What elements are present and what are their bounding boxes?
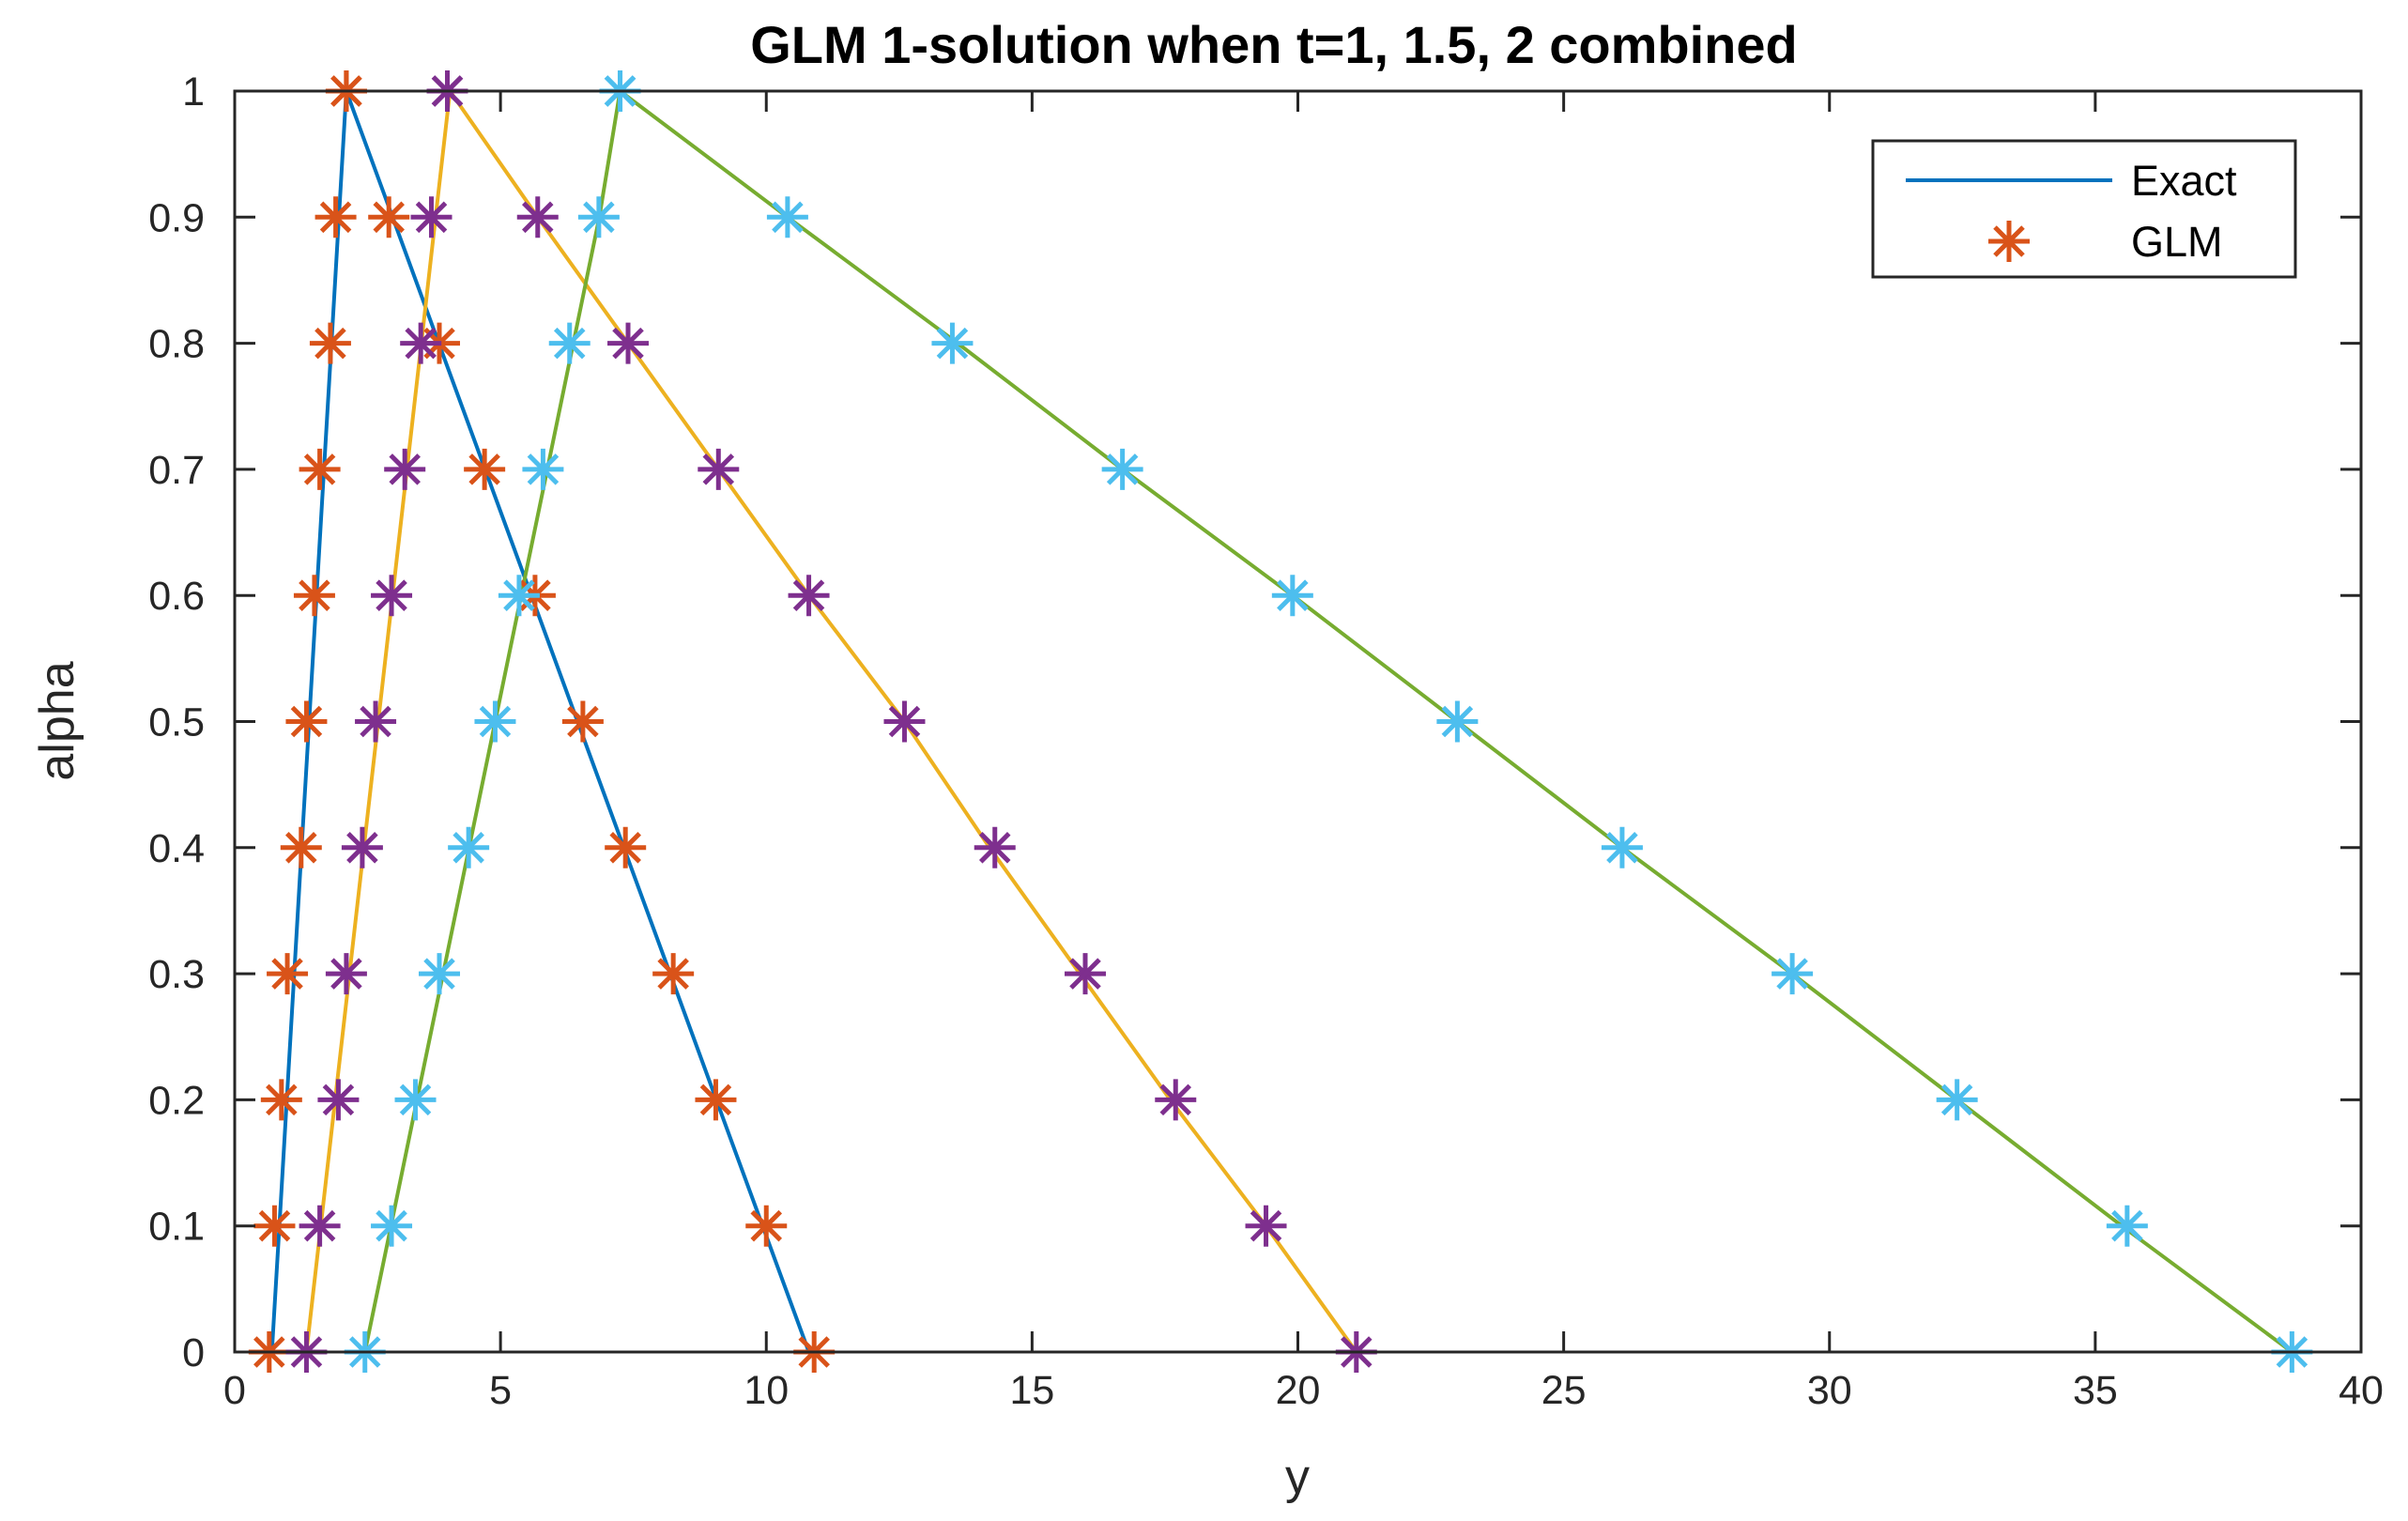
y-tick-label: 0.2	[148, 1078, 205, 1123]
x-tick-label: 35	[2073, 1368, 2118, 1413]
glm-point-right-t2	[2106, 1205, 2148, 1247]
glm-point-right-t1	[745, 1205, 788, 1247]
glm-point-right-t1.5	[1065, 953, 1106, 995]
legend: Exact GLM	[1871, 139, 2297, 279]
y-tick-label: 0	[182, 1330, 205, 1375]
legend-glm-marker	[1988, 221, 2030, 262]
glm-point-right-t1.5	[974, 826, 1016, 868]
glm-point-left-t2	[548, 322, 590, 364]
glm-point-left-t1	[299, 448, 341, 490]
glm-point-right-t1.5	[788, 575, 830, 617]
x-tick-label: 30	[1807, 1368, 1852, 1413]
exact-line-t2	[362, 89, 2293, 1354]
glm-point-right-t2	[1436, 700, 1479, 743]
glm-point-right-t1	[605, 826, 647, 868]
glm-point-right-t2	[1271, 575, 1313, 617]
y-tick-label: 0.4	[148, 826, 205, 871]
glm-point-left-t1.5	[384, 448, 426, 490]
glm-point-left-t2	[448, 826, 490, 868]
x-axis-label: y	[1285, 1450, 1310, 1504]
glm-point-left-t1	[260, 1079, 302, 1121]
plot-area	[248, 70, 2313, 1373]
glm-point-left-t1	[285, 700, 328, 743]
glm-point-right-t1	[695, 1079, 737, 1121]
y-tick-label: 1	[182, 69, 205, 115]
glm-point-left-t2	[577, 196, 620, 238]
glm-point-right-t1.5	[516, 196, 559, 238]
y-tick-label: 0.7	[148, 448, 205, 493]
glm-point-left-t1.5	[400, 322, 442, 364]
legend-glm-star	[1988, 221, 2030, 262]
glm-point-right-t1	[464, 448, 506, 490]
axes: 0 5 10 15 20 25 30 35 40 0 0.1 0.2 0.3 0.4 0.5 0.6 0.7 0.…	[148, 69, 2384, 1413]
y-tick-label: 0.6	[148, 574, 205, 619]
x-tick-label: 0	[223, 1368, 246, 1413]
glm-point-right-t1	[652, 953, 695, 995]
glm-point-left-t1.5	[371, 575, 413, 617]
legend-box	[1871, 139, 2297, 279]
glm-point-right-t1	[368, 196, 410, 238]
glm-point-left-t1	[293, 575, 335, 617]
glm-point-left-t1	[267, 953, 309, 995]
chart-title: GLM 1-solution when t=1, 1.5, 2 combined	[750, 15, 1798, 74]
glm-point-right-t2	[766, 196, 808, 238]
glm-point-right-t1.5	[698, 448, 740, 490]
legend-glm-label: GLM	[2131, 218, 2223, 266]
x-tick-label: 5	[489, 1368, 512, 1413]
exact-line-t1.5	[304, 89, 1358, 1354]
glm-point-left-t1	[253, 1205, 296, 1247]
glm-point-right-t1	[561, 700, 604, 743]
glm-point-left-t1	[314, 196, 357, 238]
y-tick-label: 0.5	[148, 700, 205, 745]
legend-exact-label: Exact	[2131, 157, 2237, 205]
glm-point-right-t2	[1601, 826, 1643, 868]
glm-point-left-t2	[474, 700, 516, 743]
glm-point-left-t1.5	[325, 953, 367, 995]
glm-point-left-t1.5	[341, 826, 383, 868]
glm-point-right-t1.5	[1155, 1079, 1197, 1121]
x-tick-label: 40	[2339, 1368, 2384, 1413]
glm-point-right-t1.5	[1245, 1205, 1287, 1247]
glm-point-left-t1.5	[317, 1079, 360, 1121]
glm-point-left-t1	[280, 826, 322, 868]
glm-point-right-t1.5	[883, 700, 926, 743]
glm-point-right-t2	[1771, 953, 1814, 995]
glm-point-left-t2	[522, 448, 564, 490]
x-tick-label: 10	[744, 1368, 789, 1413]
glm-point-right-t2	[931, 322, 974, 364]
plot-frame	[233, 89, 2363, 1354]
y-tick-label: 0.3	[148, 952, 205, 997]
x-tick-label: 15	[1009, 1368, 1054, 1413]
y-tick-label: 0.1	[148, 1205, 205, 1250]
glm-point-left-t1.5	[299, 1205, 341, 1247]
y-tick-label: 0.8	[148, 322, 205, 367]
glm-point-right-t2	[1101, 448, 1143, 490]
glm-point-left-t2	[371, 1205, 413, 1247]
glm-point-left-t2	[419, 953, 461, 995]
x-tick-label: 20	[1276, 1368, 1321, 1413]
y-axis-label: alpha	[30, 661, 84, 780]
exact-line-t1	[269, 89, 811, 1353]
glm-point-left-t1.5	[355, 700, 397, 743]
glm-point-left-t2	[394, 1079, 437, 1121]
glm-point-right-t2	[1936, 1079, 1978, 1121]
glm-point-left-t2	[498, 575, 540, 617]
y-tick-label: 0.9	[148, 195, 205, 240]
glm-point-left-t1.5	[410, 196, 452, 238]
glm-point-left-t1	[309, 322, 351, 364]
x-tick-label: 25	[1541, 1368, 1587, 1413]
glm-point-right-t1.5	[607, 322, 650, 364]
